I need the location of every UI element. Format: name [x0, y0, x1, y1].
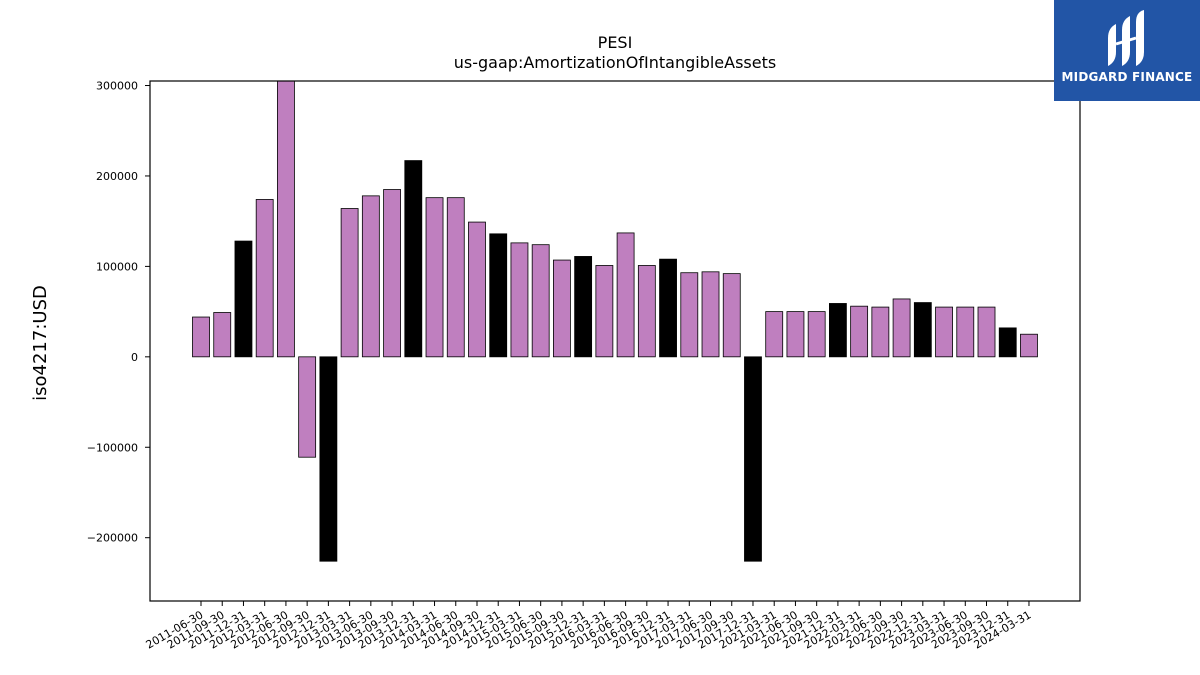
bar-2012-12-31 — [319, 356, 338, 562]
bar-2017-03-31 — [680, 272, 699, 358]
y-tick-label: 100000 — [96, 260, 138, 273]
y-tick-label: −100000 — [87, 441, 138, 454]
bar-2015-09-30 — [553, 259, 571, 358]
bar-2023-06-30 — [956, 306, 975, 358]
bar-2017-09-30 — [722, 273, 741, 358]
bar-2012-06-30 — [277, 80, 295, 358]
bar-2011-09-30 — [213, 312, 232, 358]
bar-2016-03-31 — [595, 265, 614, 358]
bar-2021-03-31 — [765, 311, 784, 358]
bar-2023-09-30 — [977, 306, 996, 358]
bar-2014-03-31 — [425, 197, 444, 358]
bar-2014-06-30 — [446, 197, 465, 358]
bar-2011-06-30 — [192, 316, 210, 358]
chart-title: PESI — [598, 33, 633, 52]
bar-2015-03-31 — [510, 242, 529, 358]
bar-2014-09-30 — [468, 221, 486, 358]
bar-2012-03-31 — [255, 199, 274, 358]
bar-2015-06-30 — [531, 244, 550, 358]
bar-2023-03-31 — [935, 306, 953, 358]
bar-2017-06-30 — [701, 271, 720, 358]
bar-2021-06-30 — [786, 311, 805, 358]
y-tick-label: −200000 — [87, 532, 138, 545]
bar-2024-03-31 — [1020, 333, 1038, 358]
bar-2014-12-31 — [489, 233, 508, 358]
bar-2022-06-30 — [871, 306, 890, 358]
y-tick-label: 0 — [131, 351, 138, 364]
bar-2015-12-31 — [574, 256, 593, 358]
y-tick-label: 300000 — [96, 80, 138, 93]
bar-2013-09-30 — [383, 189, 401, 358]
bar-2013-03-31 — [340, 208, 359, 358]
bar-2016-09-30 — [637, 265, 656, 358]
bar-2022-12-31 — [913, 302, 932, 358]
midgard-logo-mark-icon — [1108, 10, 1144, 66]
x-axis-ticks: 2011-06-302011-09-302011-12-312012-03-31… — [144, 601, 1033, 652]
midgard-finance-logo: MIDGARD FINANCE — [1054, 0, 1200, 101]
logo-text: MIDGARD FINANCE — [1061, 70, 1193, 84]
bar-2022-03-31 — [850, 305, 869, 358]
y-tick-label: 200000 — [96, 170, 138, 183]
bar-2022-09-30 — [892, 298, 911, 358]
bar-2011-12-31 — [234, 240, 253, 358]
bar-2017-12-31 — [744, 356, 762, 562]
bar-2023-12-31 — [998, 327, 1017, 358]
bar-2013-06-30 — [361, 195, 380, 358]
bar-2021-09-30 — [807, 311, 826, 358]
bar-series — [192, 80, 1038, 562]
bar-2013-12-31 — [404, 160, 423, 358]
chart-subtitle: us-gaap:AmortizationOfIntangibleAssets — [454, 53, 776, 72]
bar-2012-09-30 — [298, 356, 317, 458]
bar-2021-12-31 — [829, 303, 847, 358]
y-axis-ticks: −200000 −100000 0 100000 200000 300000 — [87, 80, 150, 545]
bar-2016-06-30 — [616, 232, 635, 358]
plot-frame — [149, 80, 1081, 602]
y-axis-label: iso4217:USD — [30, 285, 51, 401]
bar-2016-12-31 — [659, 258, 677, 358]
